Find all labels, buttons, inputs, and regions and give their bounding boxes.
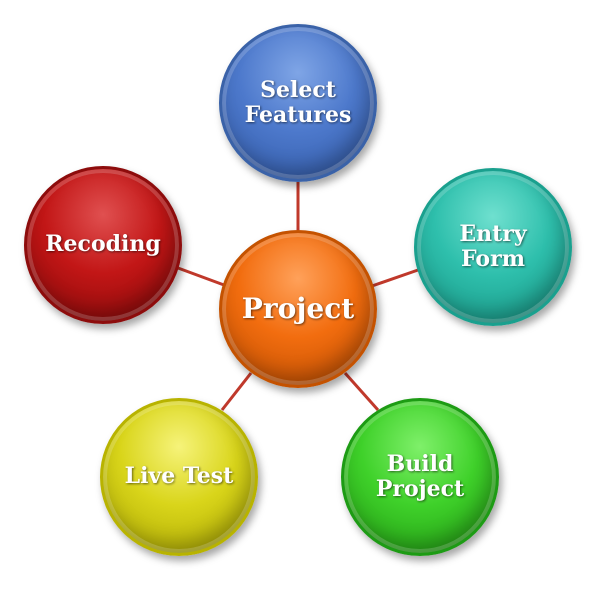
connector-entry-form: [371, 268, 419, 288]
connector-recoding: [177, 266, 225, 287]
project-hub-label: Project: [241, 291, 355, 325]
project-hub-node: Project: [219, 230, 377, 388]
connector-build-project: [343, 372, 380, 411]
select-features-node: Select Features: [219, 24, 377, 182]
select-features-label: Select Features: [244, 76, 352, 128]
live-test-node: Live Test: [100, 398, 258, 556]
recoding-node: Recoding: [24, 166, 182, 324]
build-project-label: Build Project: [375, 450, 465, 502]
live-test-label: Live Test: [124, 463, 234, 490]
connector-live-test: [220, 372, 253, 411]
entry-form-label: Entry Form: [459, 220, 527, 272]
build-project-node: Build Project: [341, 398, 499, 556]
entry-form-node: Entry Form: [414, 168, 572, 326]
recoding-label: Recoding: [45, 231, 161, 258]
